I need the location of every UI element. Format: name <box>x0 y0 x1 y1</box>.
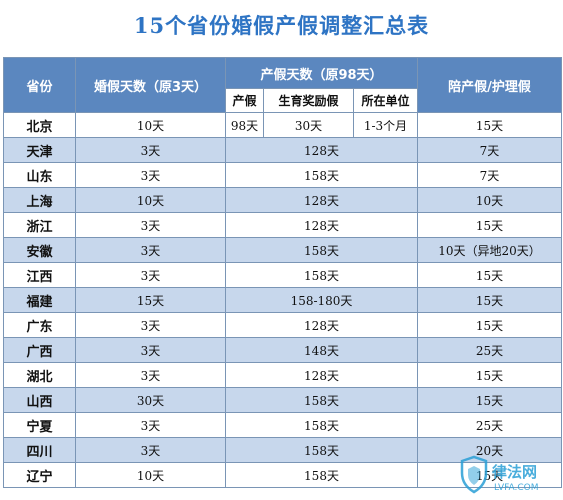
table-row: 宁夏 3天 158天 25天 <box>3 412 562 438</box>
table-row: 北京 10天 98天 30天 1-3个月 15天 <box>3 112 562 138</box>
table-row: 福建 15天 158-180天 15天 <box>3 287 562 313</box>
paternity-cell: 15天 <box>417 287 562 313</box>
header-marriage-leave: 婚假天数（原3天） <box>75 57 226 113</box>
marriage-cell: 3天 <box>75 362 226 388</box>
leave-summary-table: 省份 婚假天数（原3天） 产假天数（原98天） 陪产假/护理假 产假 生育奖励假… <box>3 57 562 488</box>
province-cell: 北京 <box>3 112 76 138</box>
table-row: 四川 3天 158天 20天 <box>3 437 562 463</box>
marriage-cell: 3天 <box>75 237 226 263</box>
marriage-cell: 3天 <box>75 312 226 338</box>
paternity-cell: 7天 <box>417 137 562 163</box>
table-row: 天津 3天 128天 7天 <box>3 137 562 163</box>
maternity-cell: 158天 <box>225 262 418 288</box>
marriage-cell: 3天 <box>75 437 226 463</box>
paternity-cell: 15天 <box>417 362 562 388</box>
header-paternity-leave: 陪产假/护理假 <box>417 57 562 113</box>
subheader-employer: 所在单位 <box>353 88 418 113</box>
subheader-reward-leave: 生育奖励假 <box>263 88 354 113</box>
paternity-cell: 25天 <box>417 412 562 438</box>
province-cell: 宁夏 <box>3 412 76 438</box>
marriage-cell: 15天 <box>75 287 226 313</box>
province-cell: 上海 <box>3 187 76 213</box>
table-row: 广东 3天 128天 15天 <box>3 312 562 338</box>
table-row: 辽宁 10天 158天 15天 <box>3 462 562 488</box>
marriage-cell: 3天 <box>75 212 226 238</box>
reward-leave-cell: 30天 <box>263 112 354 138</box>
table-row: 安徽 3天 158天 10天（异地20天） <box>3 237 562 263</box>
maternity-cell: 158天 <box>225 162 418 188</box>
paternity-cell: 15天 <box>417 212 562 238</box>
header-maternity-leave: 产假天数（原98天） <box>225 57 418 89</box>
marriage-cell: 10天 <box>75 462 226 488</box>
paternity-cell: 15天 <box>417 112 562 138</box>
base-maternity-cell: 98天 <box>225 112 264 138</box>
marriage-cell: 3天 <box>75 337 226 363</box>
header-province: 省份 <box>3 57 76 113</box>
paternity-cell: 15天 <box>417 387 562 413</box>
maternity-cell: 158-180天 <box>225 287 418 313</box>
province-cell: 江西 <box>3 262 76 288</box>
province-cell: 山西 <box>3 387 76 413</box>
paternity-cell: 20天 <box>417 437 562 463</box>
maternity-cell: 128天 <box>225 362 418 388</box>
table-row: 上海 10天 128天 10天 <box>3 187 562 213</box>
province-cell: 山东 <box>3 162 76 188</box>
table-row: 广西 3天 148天 25天 <box>3 337 562 363</box>
maternity-cell: 128天 <box>225 187 418 213</box>
province-cell: 福建 <box>3 287 76 313</box>
table-row: 山东 3天 158天 7天 <box>3 162 562 188</box>
maternity-cell: 148天 <box>225 337 418 363</box>
table-row: 湖北 3天 128天 15天 <box>3 362 562 388</box>
table-row: 山西 30天 158天 15天 <box>3 387 562 413</box>
province-cell: 湖北 <box>3 362 76 388</box>
province-cell: 安徽 <box>3 237 76 263</box>
province-cell: 天津 <box>3 137 76 163</box>
maternity-cell: 158天 <box>225 437 418 463</box>
province-cell: 四川 <box>3 437 76 463</box>
employer-leave-cell: 1-3个月 <box>353 112 418 138</box>
page-title: 15个省份婚假产假调整汇总表 <box>133 13 430 38</box>
province-cell: 广西 <box>3 337 76 363</box>
subheader-base-leave: 产假 <box>225 88 264 113</box>
paternity-cell: 10天（异地20天） <box>417 237 562 263</box>
maternity-cell: 128天 <box>225 312 418 338</box>
province-cell: 辽宁 <box>3 462 76 488</box>
marriage-cell: 3天 <box>75 262 226 288</box>
province-cell: 浙江 <box>3 212 76 238</box>
marriage-cell: 3天 <box>75 137 226 163</box>
maternity-cell: 128天 <box>225 137 418 163</box>
table-row: 浙江 3天 128天 15天 <box>3 212 562 238</box>
marriage-cell: 3天 <box>75 162 226 188</box>
marriage-cell: 10天 <box>75 112 226 138</box>
paternity-cell: 10天 <box>417 187 562 213</box>
maternity-cell: 158天 <box>225 412 418 438</box>
province-cell: 广东 <box>3 312 76 338</box>
paternity-cell: 15天 <box>417 462 562 488</box>
marriage-cell: 30天 <box>75 387 226 413</box>
marriage-cell: 3天 <box>75 412 226 438</box>
paternity-cell: 7天 <box>417 162 562 188</box>
maternity-cell: 158天 <box>225 387 418 413</box>
maternity-cell: 158天 <box>225 237 418 263</box>
table-row: 江西 3天 158天 15天 <box>3 262 562 288</box>
maternity-cell: 158天 <box>225 462 418 488</box>
marriage-cell: 10天 <box>75 187 226 213</box>
paternity-cell: 25天 <box>417 337 562 363</box>
paternity-cell: 15天 <box>417 312 562 338</box>
paternity-cell: 15天 <box>417 262 562 288</box>
maternity-cell: 128天 <box>225 212 418 238</box>
